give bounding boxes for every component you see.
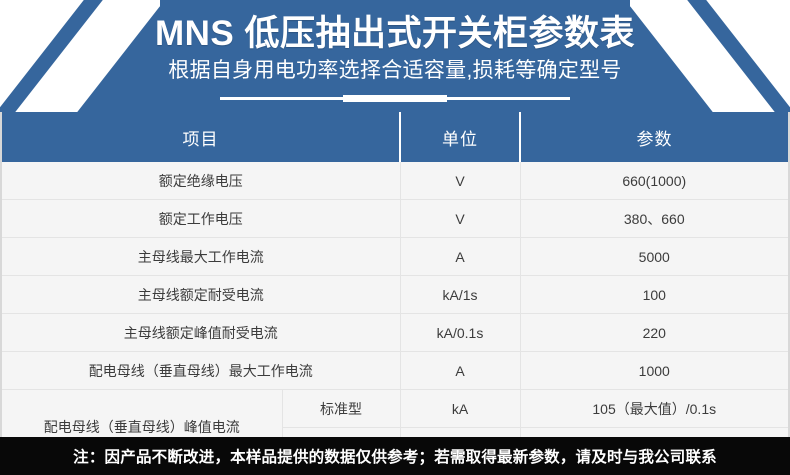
cell-item: 主母线最大工作电流: [2, 237, 401, 276]
table-row: 额定绝缘电压 V 660(1000): [2, 162, 788, 200]
footer-note-text: 注：因产品不断改进，本样品提供的数据仅供参考；若需取得最新参数，请及时与我公司联…: [73, 449, 717, 466]
cell-item: 配电母线（垂直母线）最大工作电流: [2, 351, 401, 390]
column-header-value: 参数: [520, 112, 788, 162]
column-header-unit: 单位: [400, 112, 521, 162]
cell-item: 主母线额定耐受电流: [2, 275, 401, 314]
cell-value: 105（最大值）/0.1s: [520, 389, 788, 428]
table-row: 主母线额定峰值耐受电流 kA/0.1s 220: [2, 313, 788, 352]
table-row: 主母线额定耐受电流 kA/1s 100: [2, 275, 788, 314]
cell-value: 380、660: [520, 199, 788, 238]
table-row: 额定工作电压 V 380、660: [2, 199, 788, 238]
parameter-table-container: 项目 单位 参数 额定绝缘电压 V 660(1000) 额定工作电压 V 380…: [0, 112, 790, 466]
table-row: 主母线最大工作电流 A 5000: [2, 237, 788, 276]
page-title: MNS 低压抽出式开关柜参数表: [154, 14, 635, 53]
table-row-merged-first: 配电母线（垂直母线）峰值电流 标准型 kA 105（最大值）/0.1s: [2, 389, 788, 466]
cell-unit: A: [400, 237, 521, 276]
cell-value: 660(1000): [520, 162, 788, 200]
page-subtitle: 根据自身用电功率选择合适容量,损耗等确定型号: [168, 59, 622, 82]
cell-value: 100: [520, 275, 788, 314]
cell-item: 主母线额定峰值耐受电流: [2, 313, 401, 352]
cell-unit: kA/1s: [400, 275, 521, 314]
title-divider-rule: [220, 95, 570, 102]
cell-subtype: 标准型: [282, 389, 401, 428]
cell-unit: A: [400, 351, 521, 390]
table-row: 配电母线（垂直母线）最大工作电流 A 1000: [2, 351, 788, 390]
table-header-row: 项目 单位 参数: [2, 112, 788, 162]
title-divider-center: [343, 95, 447, 102]
footer-note-bar: 注：因产品不断改进，本样品提供的数据仅供参考；若需取得最新参数，请及时与我公司联…: [0, 437, 790, 475]
cell-unit: V: [400, 199, 521, 238]
cell-unit: V: [400, 162, 521, 200]
cell-item: 额定工作电压: [2, 199, 401, 238]
cell-unit: kA: [400, 389, 521, 428]
table-body: 额定绝缘电压 V 660(1000) 额定工作电压 V 380、660 主母线最…: [2, 162, 788, 466]
table-header: 项目 单位 参数: [2, 112, 788, 162]
cell-item: 额定绝缘电压: [2, 162, 401, 200]
parameter-table: 项目 单位 参数 额定绝缘电压 V 660(1000) 额定工作电压 V 380…: [2, 112, 788, 466]
header-banner: MNS 低压抽出式开关柜参数表 根据自身用电功率选择合适容量,损耗等确定型号: [0, 0, 790, 112]
cell-value: 1000: [520, 351, 788, 390]
column-header-item: 项目: [2, 112, 401, 162]
cell-unit: kA/0.1s: [400, 313, 521, 352]
cell-value: 5000: [520, 237, 788, 276]
cell-value: 220: [520, 313, 788, 352]
banner-text-block: MNS 低压抽出式开关柜参数表 根据自身用电功率选择合适容量,损耗等确定型号: [0, 0, 790, 112]
